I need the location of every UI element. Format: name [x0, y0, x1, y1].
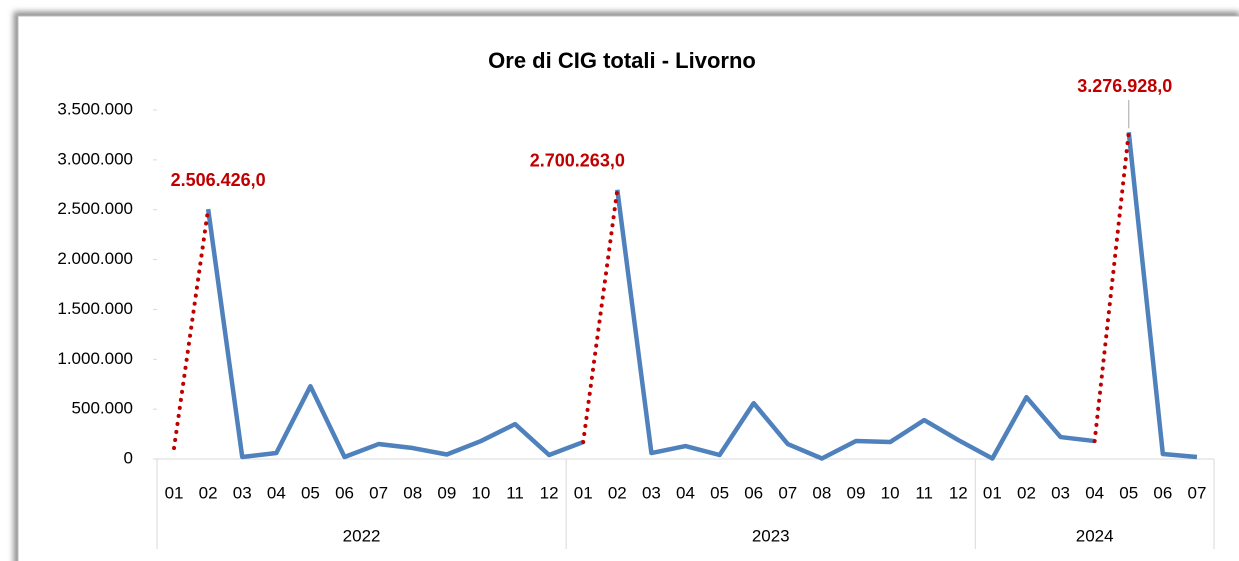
y-tick-label: 500.000	[72, 399, 133, 418]
line-series	[205, 208, 585, 460]
line-series	[615, 189, 1095, 461]
x-tick-label: 06	[335, 483, 354, 502]
dotted-segment	[172, 207, 211, 451]
x-tick-label: 01	[574, 483, 593, 502]
group-label: 2022	[343, 526, 381, 545]
x-tick-label: 03	[642, 483, 661, 502]
x-tick-label: 06	[1153, 483, 1172, 502]
y-tick-label: 0	[124, 448, 133, 467]
x-tick-label: 10	[881, 483, 900, 502]
data-label: 2.506.426,0	[171, 170, 266, 190]
x-tick-label: 06	[744, 483, 763, 502]
x-tick-label: 07	[369, 483, 388, 502]
x-tick-label: 05	[301, 483, 320, 502]
x-tick-label: 11	[915, 483, 933, 502]
group-label: 2024	[1076, 526, 1114, 545]
x-tick-label: 12	[949, 483, 968, 502]
y-tick-label: 1.500.000	[57, 299, 133, 318]
x-tick-label: 04	[267, 483, 286, 502]
dotted-segment	[581, 187, 620, 445]
x-tick-label: 03	[1051, 483, 1070, 502]
data-label: 2.700.263,0	[530, 150, 625, 170]
x-tick-label: 07	[1187, 483, 1206, 502]
line-series	[1126, 132, 1198, 460]
y-tick-label: 2.500.000	[57, 199, 133, 218]
chart-title: Ore di CIG totali - Livorno	[488, 48, 756, 73]
x-tick-label: 02	[1017, 483, 1036, 502]
x-tick-label: 01	[983, 483, 1002, 502]
x-tick-label: 05	[1119, 483, 1138, 502]
y-tick-label: 1.000.000	[57, 349, 133, 368]
x-tick-label: 07	[778, 483, 797, 502]
x-tick-label: 08	[812, 483, 831, 502]
x-tick-label: 12	[540, 483, 559, 502]
y-tick-label: 2.000.000	[57, 249, 133, 268]
x-tick-label: 01	[165, 483, 184, 502]
x-tick-label: 08	[403, 483, 422, 502]
x-tick-label: 05	[710, 483, 729, 502]
x-tick-label: 02	[608, 483, 627, 502]
x-tick-label: 04	[1085, 483, 1104, 502]
x-tick-label: 04	[676, 483, 695, 502]
y-tick-label: 3.500.000	[57, 99, 133, 118]
x-tick-label: 09	[437, 483, 456, 502]
x-tick-label: 02	[199, 483, 218, 502]
x-tick-label: 03	[233, 483, 252, 502]
dotted-segment	[1092, 130, 1131, 444]
x-tick-label: 09	[847, 483, 866, 502]
x-tick-label: 11	[506, 483, 524, 502]
data-label: 3.276.928,0	[1077, 76, 1172, 96]
y-tick-label: 3.000.000	[57, 149, 133, 168]
x-tick-label: 10	[471, 483, 490, 502]
group-label: 2023	[752, 526, 790, 545]
